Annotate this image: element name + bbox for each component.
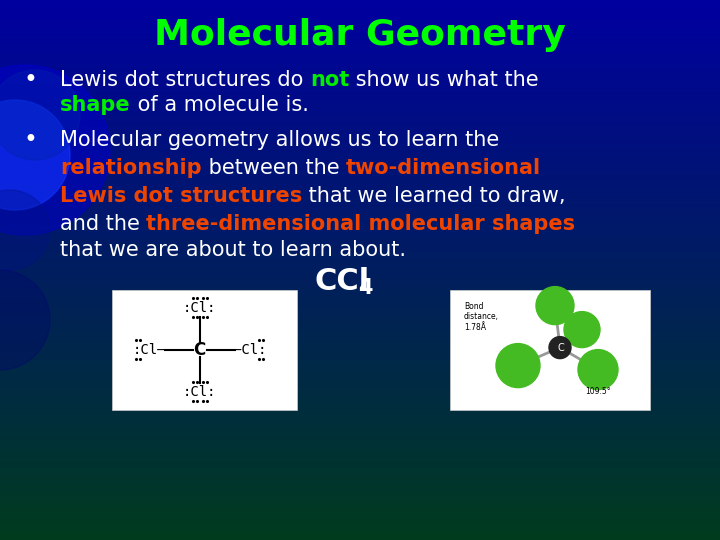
Text: not: not	[310, 70, 349, 90]
Text: and the: and the	[60, 214, 146, 234]
Text: Lewis dot structures: Lewis dot structures	[60, 186, 302, 206]
Text: 4: 4	[358, 278, 372, 298]
FancyBboxPatch shape	[112, 290, 297, 410]
Text: —Cl:: —Cl:	[233, 343, 266, 357]
Circle shape	[0, 70, 80, 160]
Text: that we are about to learn about.: that we are about to learn about.	[60, 240, 406, 260]
Circle shape	[536, 287, 574, 325]
Circle shape	[496, 343, 540, 388]
Text: •: •	[23, 128, 37, 152]
Text: relationship: relationship	[60, 158, 202, 178]
Circle shape	[578, 349, 618, 389]
Circle shape	[564, 312, 600, 348]
Text: :Cl:: :Cl:	[183, 385, 216, 399]
Text: C: C	[194, 341, 206, 359]
Text: between the: between the	[202, 158, 346, 178]
Text: show us what the: show us what the	[349, 70, 539, 90]
Text: that we learned to draw,: that we learned to draw,	[302, 186, 566, 206]
Circle shape	[0, 190, 50, 270]
Text: three-dimensional molecular shapes: three-dimensional molecular shapes	[146, 214, 575, 234]
Circle shape	[549, 336, 571, 359]
Circle shape	[0, 100, 70, 210]
Text: shape: shape	[60, 95, 130, 115]
Text: CCl: CCl	[315, 267, 370, 296]
Text: 109.5°: 109.5°	[585, 387, 611, 396]
Text: •: •	[23, 68, 37, 92]
Text: Lewis dot structures do: Lewis dot structures do	[60, 70, 310, 90]
Text: two-dimensional: two-dimensional	[346, 158, 541, 178]
Text: Bond
distance,
1.78Å: Bond distance, 1.78Å	[464, 302, 499, 332]
Circle shape	[0, 65, 110, 235]
FancyBboxPatch shape	[450, 290, 650, 410]
Text: Molecular geometry allows us to learn the: Molecular geometry allows us to learn th…	[60, 130, 499, 150]
Circle shape	[0, 270, 50, 370]
Text: :Cl:: :Cl:	[183, 301, 216, 315]
Text: Molecular Geometry: Molecular Geometry	[154, 18, 566, 52]
Text: C: C	[557, 342, 564, 353]
Text: :Cl—: :Cl—	[132, 343, 166, 357]
Text: of a molecule is.: of a molecule is.	[130, 95, 308, 115]
